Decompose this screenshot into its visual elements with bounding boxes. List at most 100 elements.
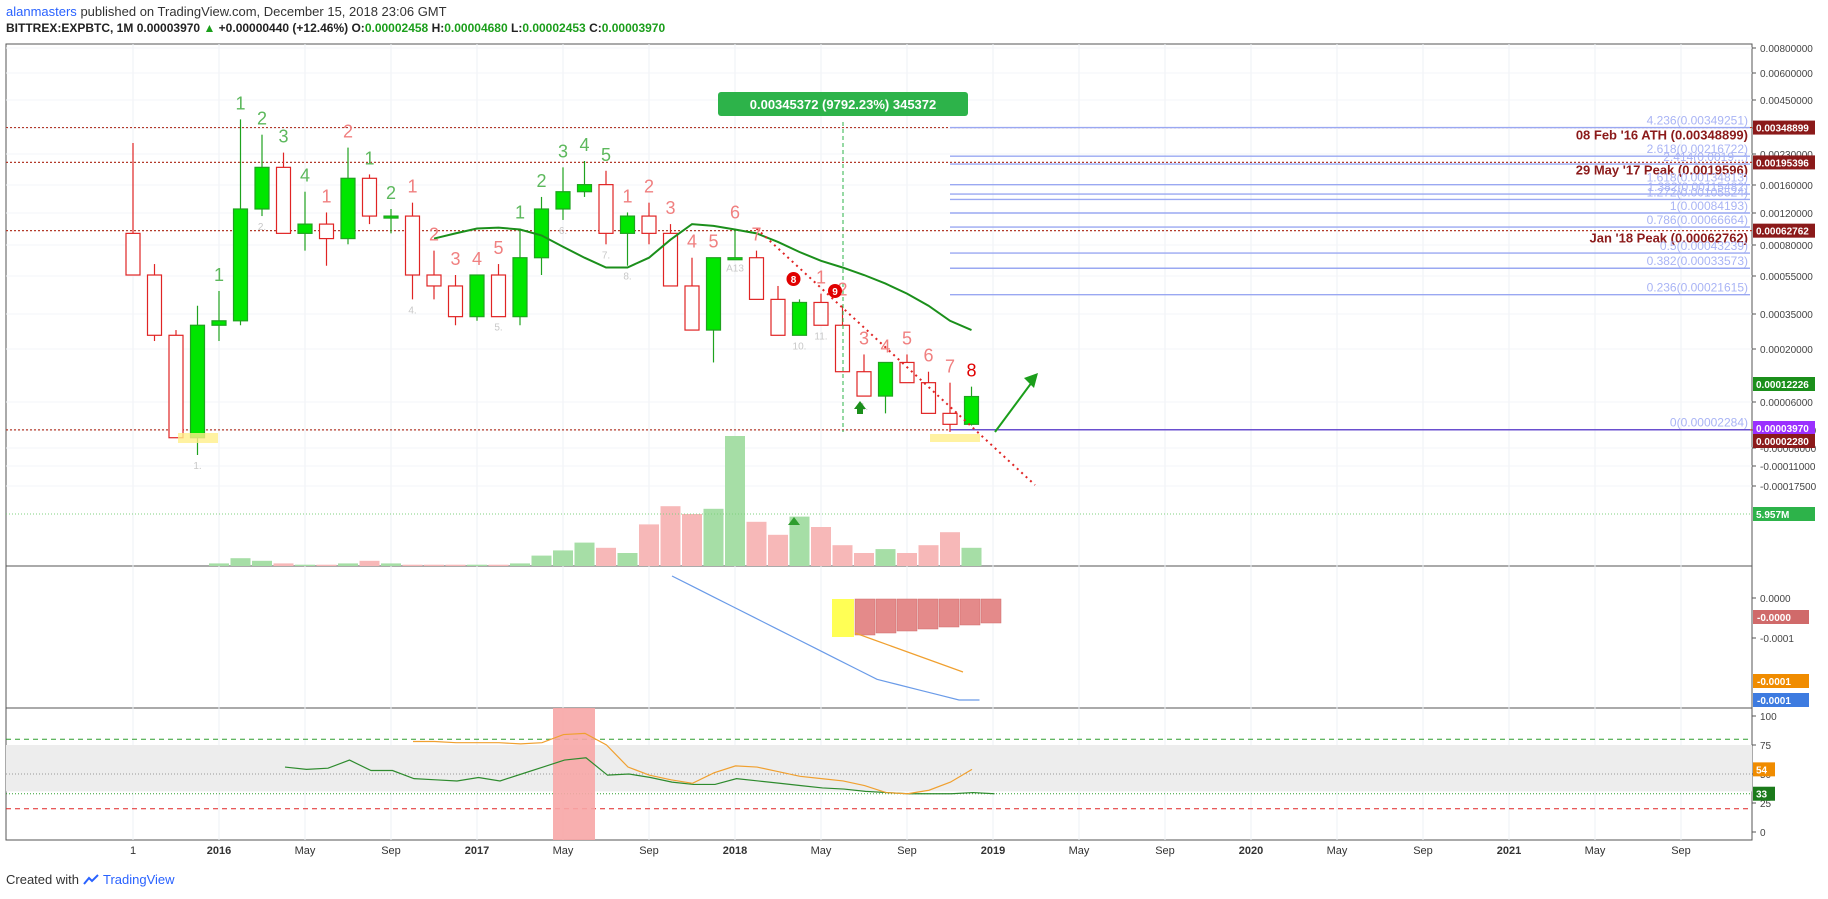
sequential-count-label: 7.	[602, 250, 610, 261]
sequential-count-label: 3	[859, 328, 869, 348]
sequential-count-label: 5.	[494, 323, 502, 334]
volume-bar	[575, 543, 595, 566]
histogram-bar	[897, 599, 917, 631]
candle-body	[879, 362, 893, 396]
histogram-bar	[918, 599, 938, 629]
y-tick-label: 0.00120000	[1760, 209, 1813, 220]
volume-bar	[704, 509, 724, 566]
volume-bar	[768, 535, 788, 566]
highlight-box	[178, 433, 218, 443]
candle-body	[234, 209, 248, 321]
sequential-count-label: 2	[386, 183, 396, 203]
candle-body	[212, 321, 226, 325]
candle-body	[406, 216, 420, 275]
candle-body	[363, 178, 377, 216]
rsi-badge-label: 54	[1756, 765, 1768, 776]
fib-level-label: 4.236(0.00349251)	[1647, 114, 1748, 128]
volume-bar	[252, 561, 272, 566]
oscillator-orange-line	[855, 633, 963, 672]
sequential-count-label: 5	[601, 145, 611, 165]
x-tick-label: 2021	[1497, 845, 1521, 857]
candle-body	[599, 185, 613, 234]
x-tick-label: 2018	[723, 845, 747, 857]
price-badge-label: 0.00002280	[1756, 437, 1809, 448]
sequential-count-label: 6.	[559, 226, 567, 237]
volume-bar	[209, 563, 229, 566]
y-tick-label: 0.00600000	[1760, 69, 1813, 80]
footer: Created with TradingView	[6, 872, 175, 887]
sequential-count-label: 5	[708, 232, 718, 252]
candle-body	[685, 286, 699, 330]
candle-body	[341, 178, 355, 238]
created-with-text: Created with	[6, 872, 79, 887]
price-badge-label: 5.957M	[1756, 510, 1789, 521]
level-label: 08 Feb '16 ATH (0.00348899)	[1576, 128, 1748, 143]
price-badge-label: 0.00003970	[1756, 424, 1809, 435]
candle-body	[126, 233, 140, 275]
sequential-count-label: 3	[450, 249, 460, 269]
sequential-count-label: 11.	[814, 331, 827, 342]
fib-level-label: 0.236(0.00021615)	[1647, 281, 1748, 295]
tradingview-link[interactable]: TradingView	[103, 872, 175, 887]
sequential-count-label: 5	[493, 238, 503, 258]
candle-body	[578, 185, 592, 192]
sequential-count-label: 1	[407, 177, 417, 197]
y-tick-label: -0.0001	[1760, 634, 1794, 645]
level-badge-label: 0.00348899	[1756, 124, 1809, 135]
candle-body	[814, 302, 828, 325]
fib-level-label: 1(0.00084193)	[1670, 199, 1748, 213]
sequential-count-label: 4	[687, 232, 697, 252]
candle-body	[148, 275, 162, 335]
candle-body	[965, 397, 979, 425]
y-tick-label: 0.00800000	[1760, 44, 1813, 55]
candle-body	[943, 413, 957, 424]
candle-body	[513, 258, 527, 317]
x-tick-label: Sep	[381, 845, 401, 857]
fib-level-label: 0.5(0.00043239)	[1660, 239, 1748, 253]
volume-bar	[940, 532, 960, 566]
candle-body	[707, 258, 721, 330]
volume-bar	[725, 436, 745, 566]
histogram-bar	[939, 599, 959, 627]
volume-bar	[833, 545, 853, 566]
sequential-count-label: 5	[902, 328, 912, 348]
volume-bar	[639, 524, 659, 566]
setup-circle-label: 9	[832, 287, 838, 298]
sequential-count-label: 4	[300, 166, 310, 186]
x-tick-label: May	[811, 845, 832, 857]
histogram-bar	[876, 599, 896, 633]
volume-bar	[274, 563, 294, 566]
histogram-bar	[960, 599, 980, 625]
candle-body	[277, 167, 291, 233]
histogram-bar	[855, 599, 875, 635]
sequential-count-label: 4	[579, 135, 589, 155]
y-tick-label: 75	[1760, 741, 1772, 752]
volume-bar	[854, 553, 874, 566]
fib-level-label: 1.272(0.00105524)	[1647, 185, 1748, 199]
candle-body	[556, 192, 570, 209]
x-tick-label: May	[1327, 845, 1348, 857]
sequential-count-label: 2.	[258, 222, 266, 233]
level-badge-label: 0.00195396	[1756, 158, 1809, 169]
tradingview-logo-icon	[83, 874, 99, 886]
candle-body	[320, 224, 334, 238]
sequential-count-label: 3	[278, 127, 288, 147]
y-tick-label: 100	[1760, 712, 1777, 723]
sequential-count-label: 1	[515, 203, 525, 223]
measure-label: 0.00345372 (9792.23%) 345372	[750, 97, 937, 112]
oscillator-badge-label: -0.0001	[1757, 677, 1791, 688]
sequential-count-label: 1	[364, 148, 374, 168]
y-tick-label: 0	[1760, 828, 1766, 839]
y-tick-label: 0.00160000	[1760, 181, 1813, 192]
candle-body	[857, 372, 871, 396]
volume-bar	[661, 506, 681, 566]
volume-bar	[811, 527, 831, 566]
y-tick-label: 0.00020000	[1760, 345, 1813, 356]
sequential-count-label: 8.	[623, 272, 631, 283]
volume-bar	[962, 548, 982, 566]
x-tick-label: 2017	[465, 845, 489, 857]
sequential-count-label: 2	[536, 171, 546, 191]
x-tick-label: May	[295, 845, 316, 857]
x-tick-label: Sep	[897, 845, 917, 857]
